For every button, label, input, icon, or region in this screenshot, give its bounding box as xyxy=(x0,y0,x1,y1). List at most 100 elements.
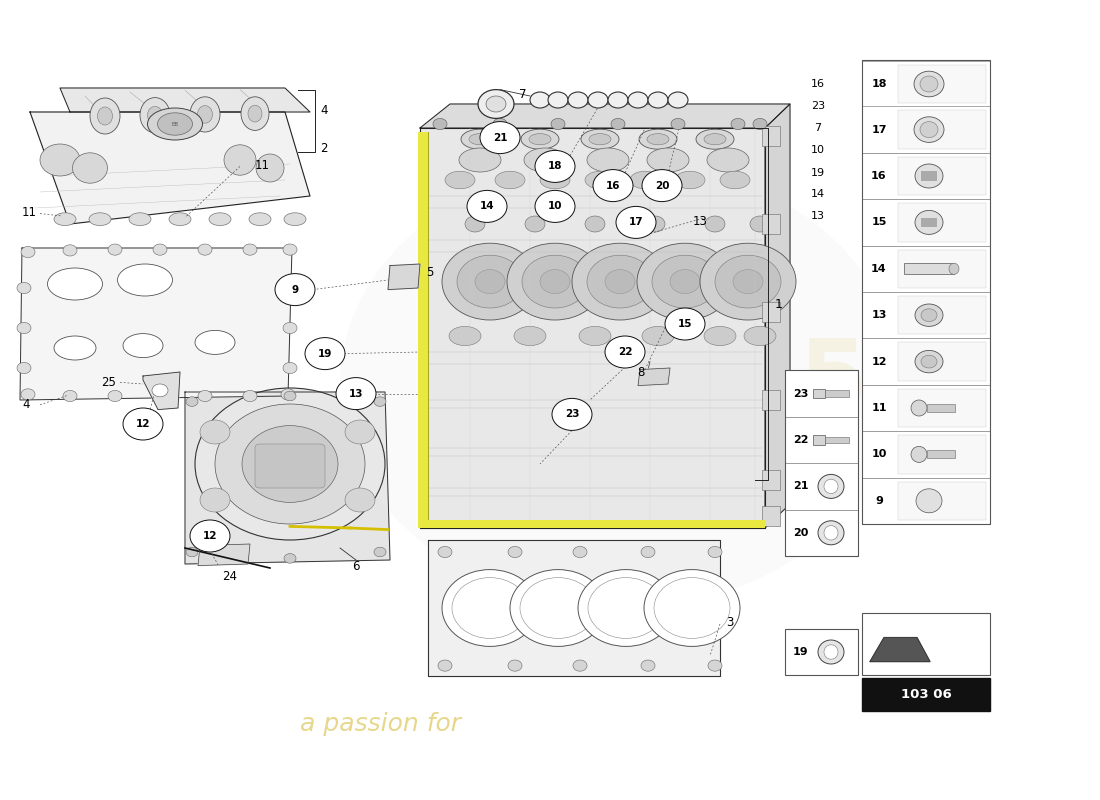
Text: 16: 16 xyxy=(811,79,825,89)
Ellipse shape xyxy=(704,326,736,346)
Bar xyxy=(785,629,858,675)
Circle shape xyxy=(732,118,745,130)
Bar xyxy=(862,246,990,292)
Ellipse shape xyxy=(642,326,674,346)
Ellipse shape xyxy=(818,640,844,664)
Bar xyxy=(862,613,990,675)
Circle shape xyxy=(593,170,632,202)
Text: 14: 14 xyxy=(811,190,825,199)
Circle shape xyxy=(374,547,386,557)
Circle shape xyxy=(641,546,654,558)
Ellipse shape xyxy=(248,106,262,122)
Circle shape xyxy=(108,390,122,402)
Circle shape xyxy=(493,118,507,130)
Ellipse shape xyxy=(914,117,944,142)
Ellipse shape xyxy=(824,645,838,659)
Ellipse shape xyxy=(824,526,838,540)
Circle shape xyxy=(507,243,603,320)
Ellipse shape xyxy=(915,350,943,373)
Polygon shape xyxy=(198,544,250,566)
Bar xyxy=(762,126,780,146)
Bar xyxy=(862,431,990,478)
Text: 21: 21 xyxy=(493,133,507,142)
Circle shape xyxy=(670,270,700,294)
Text: 1485: 1485 xyxy=(591,335,869,433)
Circle shape xyxy=(153,390,167,402)
Ellipse shape xyxy=(40,144,80,176)
Circle shape xyxy=(433,118,447,130)
Polygon shape xyxy=(638,368,670,386)
Text: 5: 5 xyxy=(426,266,433,278)
Circle shape xyxy=(568,92,588,108)
Ellipse shape xyxy=(824,479,838,494)
Circle shape xyxy=(200,420,230,444)
Text: 1: 1 xyxy=(776,298,783,310)
Bar xyxy=(862,385,990,431)
Polygon shape xyxy=(428,540,720,676)
Ellipse shape xyxy=(73,153,108,183)
Text: 16: 16 xyxy=(871,171,887,181)
Bar xyxy=(898,203,986,242)
Ellipse shape xyxy=(140,98,170,133)
Bar xyxy=(785,417,858,463)
Circle shape xyxy=(588,92,608,108)
Text: 7: 7 xyxy=(814,123,822,133)
Circle shape xyxy=(438,546,452,558)
Circle shape xyxy=(700,243,796,320)
Ellipse shape xyxy=(921,355,937,368)
Circle shape xyxy=(186,397,198,406)
Circle shape xyxy=(63,245,77,256)
Bar xyxy=(762,390,780,410)
Circle shape xyxy=(666,308,705,340)
Polygon shape xyxy=(185,392,390,564)
Circle shape xyxy=(21,246,35,258)
Bar xyxy=(898,250,986,288)
Text: a passion for: a passion for xyxy=(299,712,461,736)
Bar xyxy=(862,199,990,246)
Circle shape xyxy=(708,546,722,558)
Ellipse shape xyxy=(224,145,256,175)
Ellipse shape xyxy=(157,113,192,135)
Circle shape xyxy=(186,547,198,557)
Circle shape xyxy=(642,170,682,202)
Circle shape xyxy=(152,384,168,397)
Circle shape xyxy=(585,216,605,232)
Circle shape xyxy=(280,389,295,400)
Text: 23: 23 xyxy=(793,389,808,398)
Bar xyxy=(862,153,990,199)
Circle shape xyxy=(283,362,297,374)
Circle shape xyxy=(190,520,230,552)
Ellipse shape xyxy=(647,148,689,172)
Text: 10: 10 xyxy=(548,202,562,211)
Text: 11: 11 xyxy=(22,206,37,218)
Text: 4: 4 xyxy=(22,398,30,411)
Ellipse shape xyxy=(123,334,163,358)
Circle shape xyxy=(754,118,767,130)
Ellipse shape xyxy=(720,171,750,189)
Circle shape xyxy=(214,404,365,524)
Ellipse shape xyxy=(914,71,944,97)
Ellipse shape xyxy=(446,171,475,189)
Text: 9: 9 xyxy=(292,285,298,294)
Circle shape xyxy=(478,90,514,118)
Bar xyxy=(898,296,986,334)
Text: 20: 20 xyxy=(793,528,808,538)
Ellipse shape xyxy=(129,213,151,226)
Text: 23: 23 xyxy=(564,410,580,419)
Circle shape xyxy=(480,122,520,154)
Circle shape xyxy=(705,216,725,232)
Circle shape xyxy=(153,244,167,255)
Bar xyxy=(762,302,780,322)
Bar xyxy=(898,342,986,381)
Text: 15: 15 xyxy=(871,218,887,227)
Circle shape xyxy=(63,390,77,402)
Text: 10: 10 xyxy=(871,450,887,459)
Circle shape xyxy=(552,398,592,430)
Ellipse shape xyxy=(818,521,844,545)
Ellipse shape xyxy=(744,326,775,346)
Text: 19: 19 xyxy=(811,168,825,178)
Text: 7: 7 xyxy=(518,88,526,101)
Circle shape xyxy=(573,546,587,558)
Circle shape xyxy=(535,190,575,222)
Circle shape xyxy=(345,420,375,444)
